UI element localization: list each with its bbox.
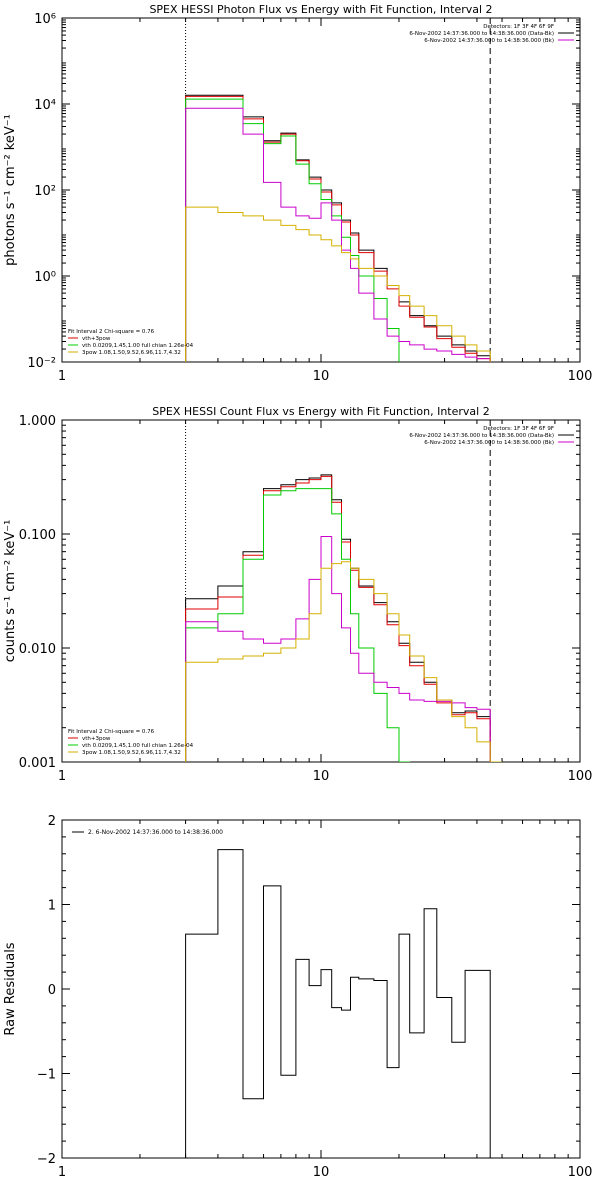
y-tick-label: 1.000 (19, 414, 56, 429)
y-tick-label: 10⁴ (34, 98, 56, 113)
y-axis-label: photons s⁻¹ cm⁻² keV⁻¹ (3, 114, 18, 266)
plot-frame (61, 819, 581, 1159)
series-line-0 (185, 849, 491, 1158)
legend-bottom-entry: vth 0.0209,1.45,1.00 full chian 1.26e-04 (82, 743, 194, 749)
series-group (185, 849, 491, 1158)
count-flux-panel: SPEX HESSI Count Flux vs Energy with Fit… (3, 405, 592, 784)
x-tick-label: 1 (58, 769, 66, 784)
chart-title: SPEX HESSI Photon Flux vs Energy with Fi… (149, 3, 492, 16)
y-tick-label: 10⁶ (34, 12, 56, 27)
x-tick-label: 100 (568, 1165, 593, 1180)
legend-bottom-entry: 3pow 1.08,1.50,9.52,6.96,11.7,4.32 (82, 350, 181, 356)
y-tick-label: −2 (37, 1152, 56, 1167)
y-tick-label: −1 (37, 1068, 56, 1083)
series-line-1 (185, 95, 491, 362)
x-tick-label: 100 (568, 369, 593, 384)
series-group (185, 474, 503, 762)
y-tick-label: 0.001 (19, 756, 56, 771)
legend-top-entry: 6-Nov-2002 14:37:36.000 to 14:38:36.000 … (424, 440, 554, 446)
x-tick-label: 1 (58, 369, 66, 384)
legend-top-entry: Detectors: 1F 3F 4F 6F 9F (483, 24, 554, 30)
y-tick-label: 10² (34, 184, 56, 199)
legend-entry: 2. 6-Nov-2002 14:37:36.000 to 14:38:36.0… (88, 829, 223, 836)
x-tick-label: 10 (313, 369, 330, 384)
legend-bottom-entry: vth 0.0209,1.45,1.00 full chian 1.26e-04 (82, 343, 194, 349)
legend-bottom-entry: Fit Interval 2 Chi-square = 0.76 (68, 729, 155, 735)
series-line-0 (185, 474, 502, 762)
y-tick-label: 0 (48, 983, 56, 998)
legend-top-entry: Detectors: 1F 3F 4F 6F 9F (483, 426, 554, 432)
legend-top-entry: 6-Nov-2002 14:37:36.000 to 14:38:36.000 … (409, 433, 554, 439)
series-line-4 (185, 206, 491, 362)
x-tick-label: 10 (313, 1165, 330, 1180)
legend-top-entry: 6-Nov-2002 14:37:36.000 to 14:38:36.000 … (409, 31, 554, 37)
legend-bottom-entry: vth+3pow (82, 336, 111, 342)
residuals-panel: Raw Residuals 1 10 100 −2 −1 0 1 2 2. 6-Nov-2002 … (3, 814, 592, 1180)
y-tick-label: 10⁰ (34, 270, 56, 285)
y-axis-label: counts s⁻¹ cm⁻² keV⁻¹ (3, 520, 18, 663)
series-line-1 (185, 475, 502, 762)
y-tick-label: 0.100 (19, 528, 56, 543)
legend-top-entry: 6-Nov-2002 14:37:36.000 to 14:38:36.000 … (424, 38, 554, 44)
legend-bottom-entry: 3pow 1.08,1.50,9.52,6.96,11.7,4.32 (82, 750, 181, 756)
series-line-2 (185, 98, 491, 362)
x-tick-label: 10 (313, 769, 330, 784)
series-line-2 (185, 488, 503, 762)
series-line-4 (185, 561, 502, 762)
x-tick-label: 1 (58, 1165, 66, 1180)
y-axis-label: Raw Residuals (3, 942, 18, 1035)
legend-bottom-entry: Fit Interval 2 Chi-square = 0.76 (68, 329, 155, 335)
legend-bottom-entry: vth+3pow (82, 736, 111, 742)
y-tick-label: 2 (48, 814, 56, 829)
photon-flux-panel: SPEX HESSI Photon Flux vs Energy with Fi… (3, 3, 592, 384)
series-group (185, 94, 491, 362)
y-tick-label: 0.010 (19, 642, 56, 657)
chart-title: SPEX HESSI Count Flux vs Energy with Fit… (152, 405, 489, 418)
series-line-3 (185, 107, 491, 362)
series-line-3 (185, 536, 502, 762)
x-tick-label: 100 (568, 769, 593, 784)
y-tick-label: 10⁻² (27, 356, 56, 371)
series-line-0 (185, 94, 491, 362)
y-tick-label: 1 (48, 899, 56, 914)
